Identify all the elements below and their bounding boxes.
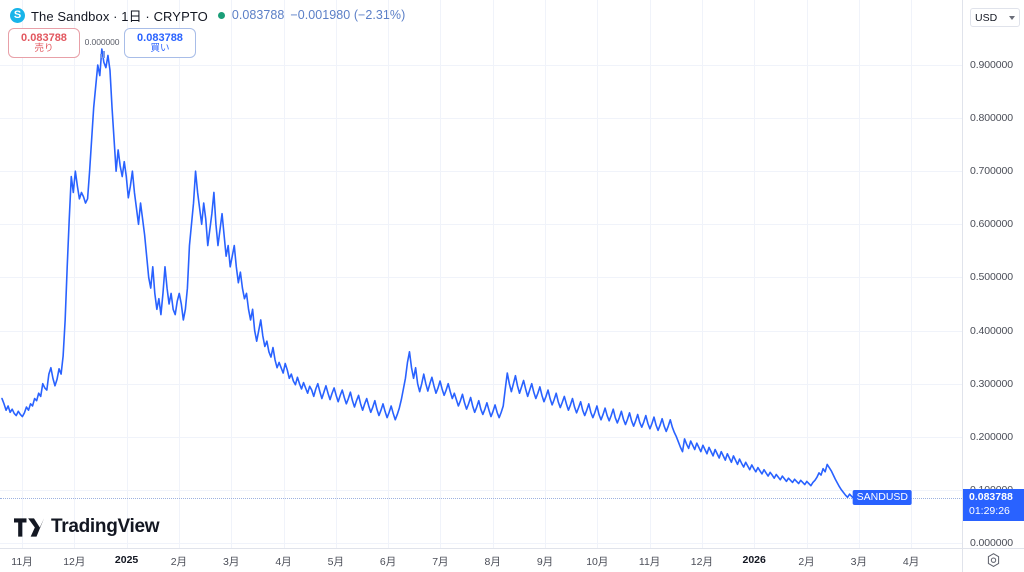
price-tick-label: 0.700000	[970, 165, 1013, 178]
tradingview-mark-icon	[14, 517, 44, 537]
price-axis[interactable]: USD 0.900000 0.800000 0.700000 0.600000 0.50…	[962, 0, 1024, 549]
gridline-vertical	[231, 0, 232, 548]
gridline-horizontal	[0, 118, 962, 120]
price-tick-label: 0.900000	[970, 59, 1013, 71]
currency-selector[interactable]: USD	[970, 8, 1020, 27]
time-tick-label: 2月	[798, 556, 815, 568]
gridline-vertical	[807, 0, 808, 548]
symbol-price-tag: SANDUSD	[852, 490, 912, 506]
price-tick-label: 0.500000	[970, 271, 1013, 284]
time-tick-label: 4月	[902, 556, 920, 568]
time-tick-label: 10月	[586, 556, 609, 568]
gridline-vertical	[22, 0, 23, 548]
bar-countdown-timer: 01:29:26	[969, 504, 1010, 517]
price-change-percent: (−2.31%)	[353, 8, 406, 22]
price-tick-label: 0.800000	[970, 112, 1013, 125]
gear-icon	[987, 553, 1000, 568]
gridline-vertical	[336, 0, 337, 548]
chart-legend: S The Sandbox · 1日 · CRYPTO 0.083788 −0.0…	[10, 5, 405, 25]
time-tick-label: 4月	[275, 556, 292, 568]
chevron-down-icon	[1009, 15, 1015, 20]
gridline-horizontal	[0, 277, 962, 279]
sell-button[interactable]: 0.083788 売り	[8, 28, 80, 58]
gridline-vertical	[911, 0, 912, 548]
price-tick-label: 0.000000	[970, 537, 1013, 549]
gridline-vertical	[493, 0, 494, 548]
gridline-vertical	[702, 0, 703, 548]
sell-label: 売り	[34, 42, 54, 54]
gridline-vertical	[127, 0, 128, 548]
buy-label: 買い	[150, 42, 170, 54]
tradingview-wordmark: TradingView	[51, 516, 160, 537]
price-change-absolute: −0.001980	[290, 8, 351, 22]
current-price-tag: 0.083788 01:29:26	[963, 489, 1024, 521]
sell-price: 0.083788	[21, 31, 67, 44]
time-axis[interactable]: 11月 12月 2025 2月 3月 4月 5月 6月 7月 8月 9月 10月 11月 12月 2026 2…	[0, 548, 1024, 572]
gridline-vertical	[179, 0, 180, 548]
price-tick-label: 0.400000	[970, 324, 1013, 337]
gridline-horizontal	[0, 65, 962, 66]
buy-sell-widget: 0.083788 売り 0.000000 0.083788 買い	[8, 28, 196, 58]
spread-indicator: 0.000000	[80, 28, 124, 58]
chart-pane[interactable]: SANDUSD	[0, 0, 962, 548]
time-tick-label: 11月	[638, 556, 661, 568]
gridline-horizontal	[0, 171, 962, 173]
buy-button[interactable]: 0.083788 買い	[124, 28, 196, 58]
gridline-horizontal	[0, 383, 962, 385]
chart-settings-button[interactable]	[985, 552, 1002, 569]
price-line-series	[1, 48, 873, 501]
axis-separator	[962, 549, 963, 572]
price-tick-label: 0.600000	[970, 218, 1013, 231]
spread-bars-icon	[99, 51, 105, 58]
symbol-title[interactable]: The Sandbox · 1日 · CRYPTO	[31, 8, 208, 24]
time-tick-label: 8月	[484, 556, 501, 568]
gridline-vertical	[388, 0, 389, 548]
buy-price: 0.083788	[137, 31, 183, 44]
price-tick-label: 0.200000	[970, 430, 1013, 443]
time-tick-label: 9月	[536, 556, 554, 568]
symbol-logo-icon: S	[10, 7, 25, 23]
gridline-horizontal	[0, 436, 962, 438]
gridline-horizontal	[0, 489, 962, 491]
last-price-value: 0.083788	[231, 8, 285, 22]
gridline-vertical	[440, 0, 441, 548]
spread-value: 0.000000	[84, 37, 120, 47]
time-tick-label: 12月	[690, 556, 713, 568]
quote-values: 0.083788 −0.001980 (−2.31%)	[232, 8, 405, 22]
gridline-horizontal	[0, 330, 962, 332]
price-tick-label: 0.300000	[970, 377, 1013, 390]
time-tick-label: 11月	[11, 556, 33, 568]
currency-label: USD	[975, 11, 998, 24]
gridline-vertical	[74, 0, 75, 548]
time-tick-label: 6月	[379, 556, 397, 568]
time-tick-label: 3月	[850, 556, 867, 568]
time-tick-label: 7月	[432, 556, 449, 568]
current-price-value: 0.083788	[969, 491, 1013, 504]
gridline-vertical	[859, 0, 860, 548]
gridline-vertical	[597, 0, 598, 548]
time-tick-label: 5月	[327, 556, 344, 568]
gridline-vertical	[545, 0, 546, 548]
gridline-vertical	[754, 0, 755, 548]
tradingview-logo: TradingView	[14, 516, 160, 538]
time-tick-label: 2026	[742, 554, 766, 566]
gridline-horizontal	[0, 543, 962, 544]
gridline-horizontal	[0, 224, 962, 226]
market-status-dot	[217, 11, 225, 19]
gridline-vertical	[284, 0, 285, 548]
gridline-vertical	[650, 0, 651, 548]
last-price-dotted-line	[0, 498, 962, 500]
time-tick-label: 12月	[63, 556, 86, 568]
time-tick-label: 3月	[223, 556, 240, 568]
time-tick-label: 2025	[114, 554, 139, 566]
time-tick-label: 2月	[170, 556, 188, 568]
